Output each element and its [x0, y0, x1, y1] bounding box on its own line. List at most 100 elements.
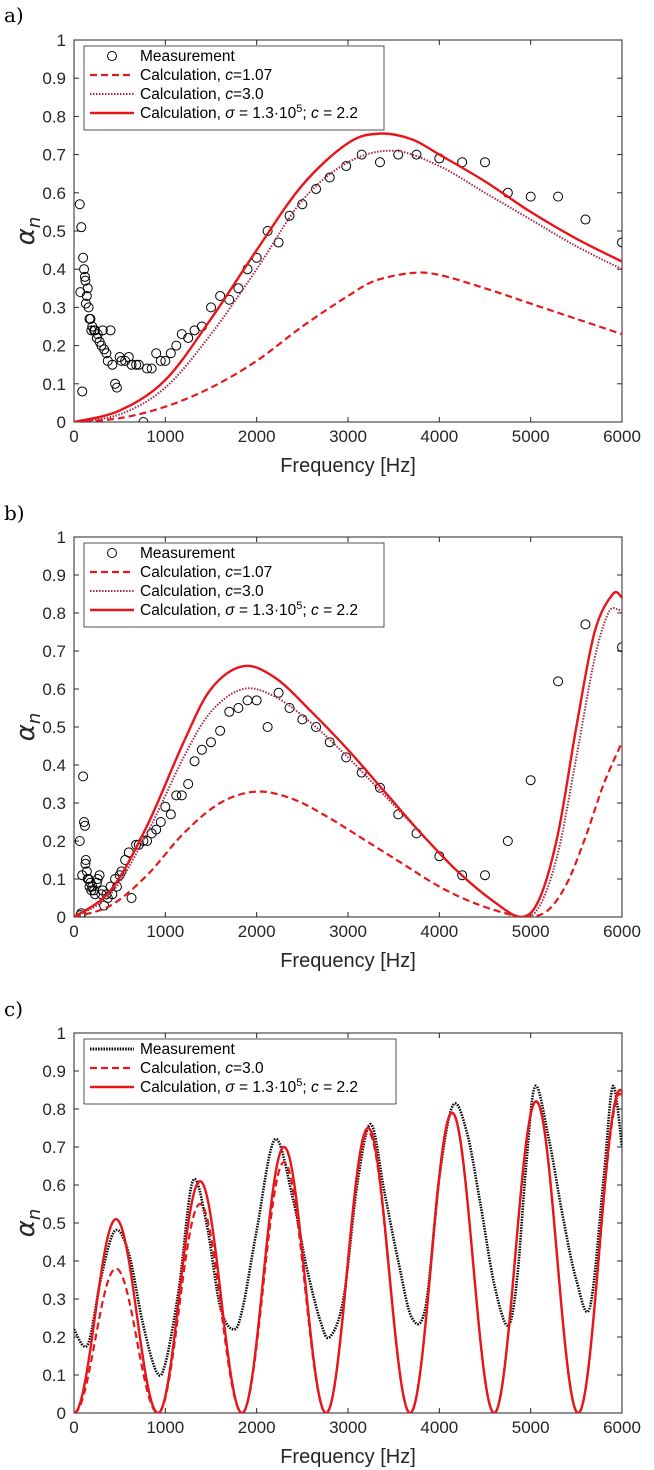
- y-axis-label: αn: [11, 713, 45, 742]
- measurement-point: [107, 359, 118, 370]
- svg-text:αn: αn: [11, 217, 45, 246]
- measurement-point: [215, 290, 226, 301]
- legend-label: Calculation, c=1.07: [140, 67, 272, 84]
- measurement-point: [79, 271, 90, 282]
- measurement-point: [215, 725, 226, 736]
- y-tick-label: 0: [57, 908, 66, 927]
- x-tick-label: 4000: [420, 427, 458, 446]
- y-tick-label: 0.1: [42, 1366, 66, 1385]
- measurement-point: [79, 817, 90, 827]
- legend-label: Measurement: [140, 1041, 235, 1058]
- measurement-point: [525, 191, 536, 202]
- x-tick-label: 2000: [238, 427, 276, 446]
- measurement-point: [131, 359, 142, 370]
- x-tick-label: 6000: [603, 427, 641, 446]
- legend-item: Measurement: [107, 48, 235, 65]
- measurement-point: [553, 676, 564, 687]
- x-axis-label: Frequency [Hz]: [280, 950, 416, 972]
- y-tick-label: 1: [57, 528, 66, 547]
- panel-label: b): [4, 501, 25, 525]
- x-tick-label: 1000: [146, 1418, 184, 1437]
- y-tick-label: 0.4: [42, 756, 66, 775]
- legend: Measurement Calculation, c=1.07 Calculatio…: [83, 45, 385, 131]
- y-tick-label: 0.4: [42, 1252, 66, 1271]
- measurement-point: [525, 775, 536, 786]
- measurement-point: [165, 348, 176, 359]
- measurement-point: [183, 779, 194, 789]
- measurement-point: [480, 870, 490, 881]
- y-tick-label: 0.9: [42, 69, 66, 88]
- measurement-point: [273, 687, 284, 698]
- x-tick-label: 6000: [603, 1418, 641, 1437]
- measurement-point: [171, 340, 182, 351]
- measurement-point: [92, 329, 103, 340]
- measurement-point: [196, 744, 207, 755]
- measurement-point: [311, 183, 322, 194]
- legend-item: Calculation, c=1.07: [90, 564, 272, 581]
- measurement-point: [284, 703, 295, 713]
- x-tick-label: 1000: [146, 922, 184, 941]
- x-tick-label: 5000: [512, 1418, 550, 1437]
- measurement-point: [356, 767, 367, 778]
- x-tick-label: 3000: [329, 1418, 367, 1437]
- measurement-point: [111, 382, 122, 393]
- y-tick-label: 0.5: [42, 718, 66, 737]
- x-tick-label: 0: [69, 1418, 78, 1437]
- series-2-line: [74, 1088, 622, 1413]
- measurement-point: [80, 275, 91, 286]
- measurement-point: [580, 619, 591, 630]
- measurement-point: [176, 790, 187, 801]
- measurement-point: [80, 855, 91, 865]
- y-tick-label: 0.2: [42, 337, 66, 356]
- x-tick-label: 0: [69, 922, 78, 941]
- x-tick-label: 2000: [238, 1418, 276, 1437]
- y-tick-label: 0.3: [42, 298, 66, 317]
- measurement-point: [92, 874, 103, 884]
- measurement-point: [78, 252, 89, 263]
- measurement-point: [99, 344, 110, 355]
- x-tick-label: 3000: [329, 922, 367, 941]
- x-tick-label: 5000: [512, 427, 550, 446]
- legend-label: Calculation, σ = 1.3·105; c = 2.2: [140, 1077, 358, 1096]
- measurement-point: [233, 703, 244, 713]
- x-tick-label: 3000: [329, 427, 367, 446]
- panel-label: c): [4, 997, 23, 1021]
- measurement-point: [74, 199, 85, 210]
- legend-marker: [107, 51, 117, 61]
- x-tick-label: 5000: [512, 922, 550, 941]
- series-0-line: [74, 1084, 622, 1377]
- measurement-point: [480, 157, 490, 168]
- measurement-point: [617, 237, 622, 248]
- y-tick-label: 0.8: [42, 1100, 66, 1119]
- x-tick-label: 6000: [603, 922, 641, 941]
- measurement-point: [171, 790, 182, 801]
- measurement-point: [86, 885, 97, 896]
- measurement-point: [79, 820, 90, 831]
- legend-label: Measurement: [140, 545, 235, 562]
- y-tick-label: 0.7: [42, 146, 66, 165]
- measurement-point: [84, 313, 95, 324]
- measurement-point: [151, 348, 162, 359]
- measurement-point: [138, 417, 149, 422]
- y-axis-label: αn: [11, 1209, 45, 1238]
- measurement-point: [273, 237, 284, 248]
- legend-item: Calculation, c=1.07: [90, 67, 272, 84]
- measurement-point: [80, 858, 91, 869]
- y-tick-label: 0.3: [42, 1290, 66, 1309]
- y-tick-label: 0.3: [42, 794, 66, 813]
- y-tick-label: 0.5: [42, 1214, 66, 1233]
- y-tick-label: 0.8: [42, 107, 66, 126]
- y-tick-label: 0.9: [42, 566, 66, 585]
- measurement-point: [206, 737, 216, 748]
- measurement-point: [341, 752, 352, 763]
- measurement-point: [374, 157, 385, 168]
- measurement-point: [262, 722, 273, 732]
- measurement-point: [126, 893, 137, 903]
- measurement-point: [189, 756, 200, 767]
- legend-label: Calculation, σ = 1.3·105; c = 2.2: [140, 103, 358, 122]
- measurement-point: [160, 355, 171, 366]
- measurement-point: [242, 695, 253, 706]
- measurement-point: [97, 325, 108, 336]
- legend-label: Calculation, c=3.0: [140, 1060, 264, 1077]
